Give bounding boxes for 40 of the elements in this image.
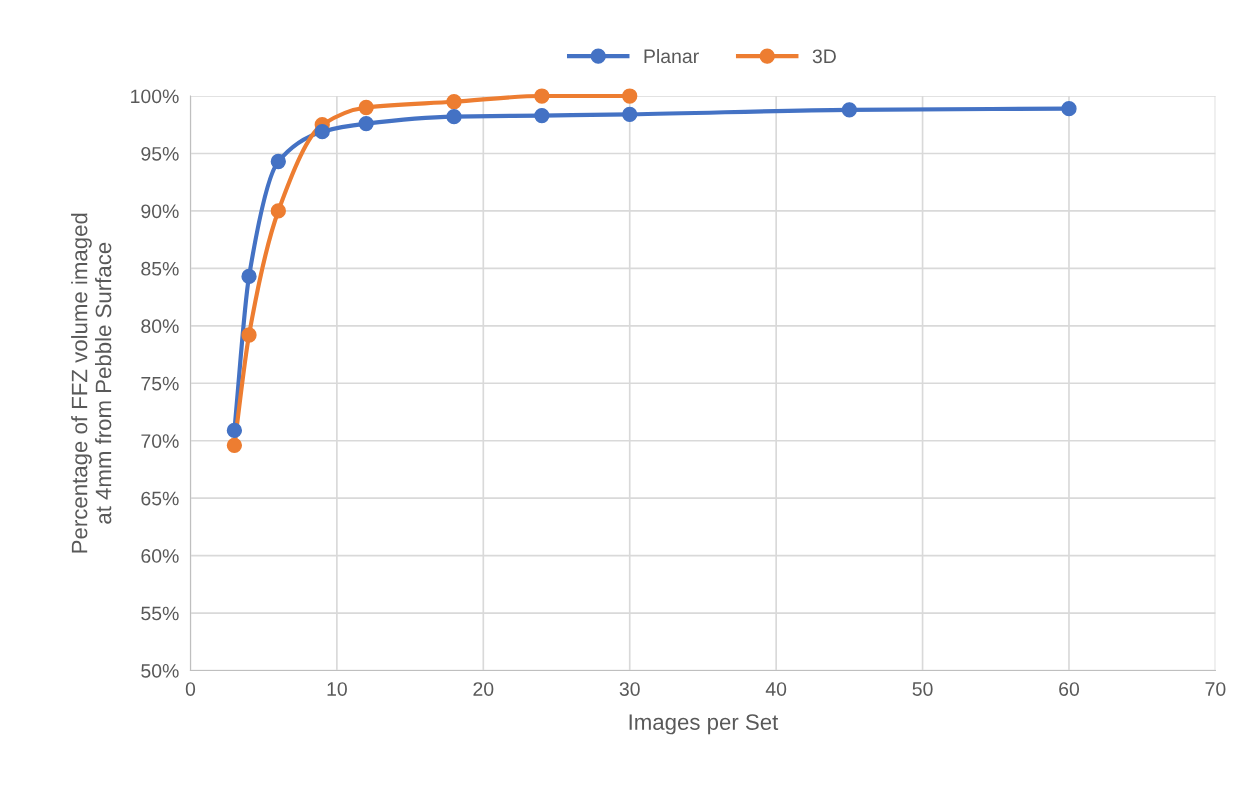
point — [841, 102, 857, 118]
x-axis-title: Images per Set — [629, 714, 779, 735]
point — [358, 99, 374, 116]
point — [226, 422, 243, 439]
x-tick-label: 20 — [473, 682, 494, 696]
point — [270, 153, 286, 170]
legend-label: Planar — [644, 48, 699, 64]
y-tick-label: 75% — [141, 376, 179, 391]
y-tick-label: 55% — [141, 606, 179, 621]
point — [534, 107, 550, 124]
y-tick-label: 70% — [141, 434, 179, 448]
point — [622, 106, 638, 123]
point — [1061, 101, 1077, 117]
point — [446, 109, 462, 125]
x-tick-label: 60 — [1059, 682, 1080, 696]
y-tick-label: 90% — [141, 204, 179, 219]
point — [241, 268, 257, 285]
y-tick-label: 65% — [141, 491, 179, 506]
point — [314, 123, 330, 140]
point — [622, 88, 638, 104]
point — [226, 437, 243, 453]
point — [534, 88, 550, 104]
point — [446, 94, 462, 110]
y-axis-title: Percentage of FFZ volume imaged at 4mm from Pebble Surface — [71, 213, 112, 553]
x-tick-label: 10 — [327, 682, 347, 696]
point — [358, 115, 374, 132]
x-tick-label: 0 — [185, 682, 196, 696]
y-tick-label: 100% — [131, 89, 179, 104]
y-tick-label: 95% — [141, 146, 179, 161]
y-tick-label: 50% — [141, 663, 179, 678]
x-tick-label: 40 — [765, 682, 787, 696]
point — [270, 203, 286, 219]
y-tick-label: 60% — [141, 549, 179, 563]
y-tick-label: 80% — [141, 319, 179, 334]
x-tick-label: 70 — [1205, 682, 1226, 696]
legend-label: 3D — [812, 49, 836, 64]
y-tick-label: 85% — [141, 261, 179, 276]
x-tick-label: 50 — [912, 682, 933, 696]
point — [241, 327, 257, 343]
x-tick-label: 30 — [619, 682, 640, 696]
